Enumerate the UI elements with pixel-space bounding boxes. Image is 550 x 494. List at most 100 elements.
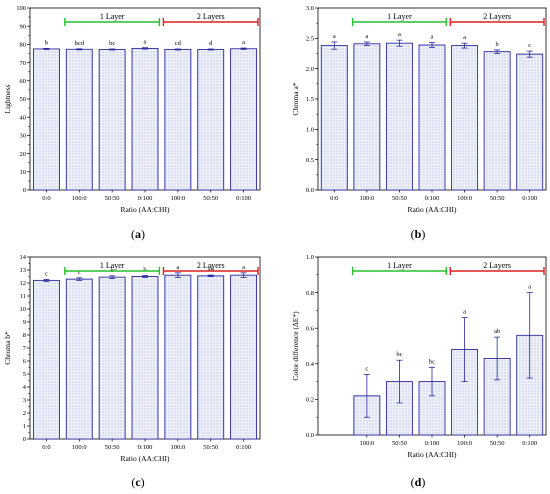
x-axis-title: Ratio (AA:CHI) — [408, 205, 457, 214]
y-tick-label: 13 — [20, 267, 27, 274]
y-tick-label: 4 — [23, 384, 27, 391]
bar — [516, 53, 544, 191]
x-tick-label: 100:0 — [72, 444, 87, 451]
bar — [98, 49, 126, 191]
y-tick-label: 90 — [20, 23, 27, 30]
x-tick-label: 0:100 — [236, 444, 251, 451]
x-tick-label: 100:0 — [457, 440, 472, 447]
x-tick-label: 100:0 — [170, 444, 185, 451]
significance-letter: c — [45, 270, 48, 277]
y-tick-label: 14 — [20, 254, 27, 261]
y-tick-label: 2.5 — [306, 36, 314, 43]
chart-panel-1: 0102030405060708090100Lightnessb0:0bcd10… — [3, 5, 261, 241]
y-axis-title: Color difference (ΔE*) — [291, 311, 300, 381]
x-tick-label: 0:100 — [138, 444, 153, 451]
x-tick-label: 0:0 — [330, 195, 338, 202]
bar — [353, 43, 381, 191]
y-tick-label: 1 — [23, 423, 26, 430]
significance-letter: c — [528, 42, 531, 49]
y-tick-label: 12 — [20, 280, 27, 287]
y-tick-label: 100 — [16, 5, 26, 12]
significance-letter: bc — [429, 358, 435, 365]
x-tick-label: 0:100 — [522, 440, 537, 447]
y-tick-label: 80 — [20, 42, 27, 49]
x-tick-label: 50:50 — [490, 195, 505, 202]
bar — [197, 275, 225, 440]
bar — [65, 278, 93, 440]
bar — [418, 44, 446, 191]
y-tick-label: 6 — [23, 358, 27, 365]
significance-letter: bcd — [75, 40, 85, 47]
y-axis-title: Chroma b* — [3, 331, 12, 365]
bar — [385, 42, 413, 191]
significance-letter: c — [365, 365, 368, 372]
x-tick-label: 100:0 — [359, 440, 374, 447]
x-tick-label: 0:100 — [425, 195, 440, 202]
significance-letter: a — [463, 309, 466, 316]
y-tick-label: 2.0 — [306, 66, 314, 73]
y-tick-label: 3 — [23, 397, 26, 404]
bar — [98, 276, 126, 440]
panel-label: (c) — [131, 475, 144, 489]
y-tick-label: 5 — [23, 371, 26, 378]
significance-letter: a — [365, 33, 368, 40]
bar — [197, 49, 225, 191]
y-tick-label: 40 — [20, 114, 27, 121]
significance-letter: bc — [396, 351, 402, 358]
y-tick-label: 20 — [20, 151, 27, 158]
bar — [230, 48, 258, 191]
x-tick-label: 100:0 — [72, 195, 87, 202]
significance-letter: a — [242, 39, 245, 46]
x-tick-label: 0:100 — [236, 195, 251, 202]
significance-letter: bc — [109, 40, 115, 47]
significance-letter: ab — [208, 266, 214, 273]
y-axis-title: Chroma a* — [291, 82, 300, 115]
y-tick-label: 10 — [20, 306, 27, 313]
x-tick-label: 50:50 — [392, 195, 407, 202]
x-axis-title: Ratio (AA:CHI) — [121, 454, 170, 463]
bar — [131, 276, 159, 440]
significance-letter: b — [496, 41, 499, 48]
y-tick-label: 0.8 — [306, 290, 314, 297]
y-tick-label: 0.5 — [306, 157, 314, 164]
significance-letter: a — [144, 39, 147, 46]
x-tick-label: 0:0 — [42, 195, 50, 202]
y-tick-label: 10 — [20, 169, 27, 176]
y-tick-label: 0 — [23, 187, 26, 194]
group-bracket-label: 2 Layers — [483, 12, 511, 21]
y-tick-label: 0.0 — [306, 187, 314, 194]
panel-label: (d) — [411, 475, 426, 489]
y-tick-label: 60 — [20, 78, 27, 85]
y-axis-title: Lightness — [3, 84, 12, 113]
bar — [131, 47, 159, 191]
y-tick-label: 1.5 — [306, 96, 314, 103]
y-tick-label: 3.0 — [306, 5, 314, 12]
bar — [65, 48, 93, 191]
group-bracket-label: 2 Layers — [197, 12, 225, 21]
y-tick-label: 0 — [23, 436, 26, 443]
group-bracket-label: 1 Layer — [100, 12, 125, 21]
bar — [483, 51, 511, 191]
bar — [32, 48, 60, 191]
significance-letter: a — [333, 33, 336, 40]
y-tick-label: 1.0 — [306, 254, 314, 261]
x-tick-label: 50:50 — [203, 444, 218, 451]
significance-letter: b — [143, 266, 146, 273]
bar — [451, 45, 479, 191]
x-axis-title: Ratio (AA:CHI) — [121, 205, 170, 214]
group-bracket-label: 2 Layers — [483, 261, 511, 270]
y-tick-label: 0.2 — [306, 397, 314, 404]
significance-letter: a — [528, 284, 531, 291]
significance-letter: a — [431, 34, 434, 41]
group-bracket-label: 1 Layer — [387, 261, 412, 270]
y-tick-label: 0.4 — [306, 361, 315, 368]
significance-letter: a — [463, 34, 466, 41]
x-tick-label: 50:50 — [490, 440, 505, 447]
y-tick-label: 50 — [20, 96, 27, 103]
y-tick-label: 8 — [23, 332, 26, 339]
chart-panel-2: 0.0 0.5 1.0 1.5 2.0 2.5 3.0 Chroma a* a 0:0 a 100:0… — [291, 5, 547, 241]
significance-letter: cd — [175, 40, 182, 47]
x-tick-label: 0:0 — [42, 444, 50, 451]
y-tick-label: 1.0 — [306, 127, 314, 134]
bar — [164, 49, 192, 191]
